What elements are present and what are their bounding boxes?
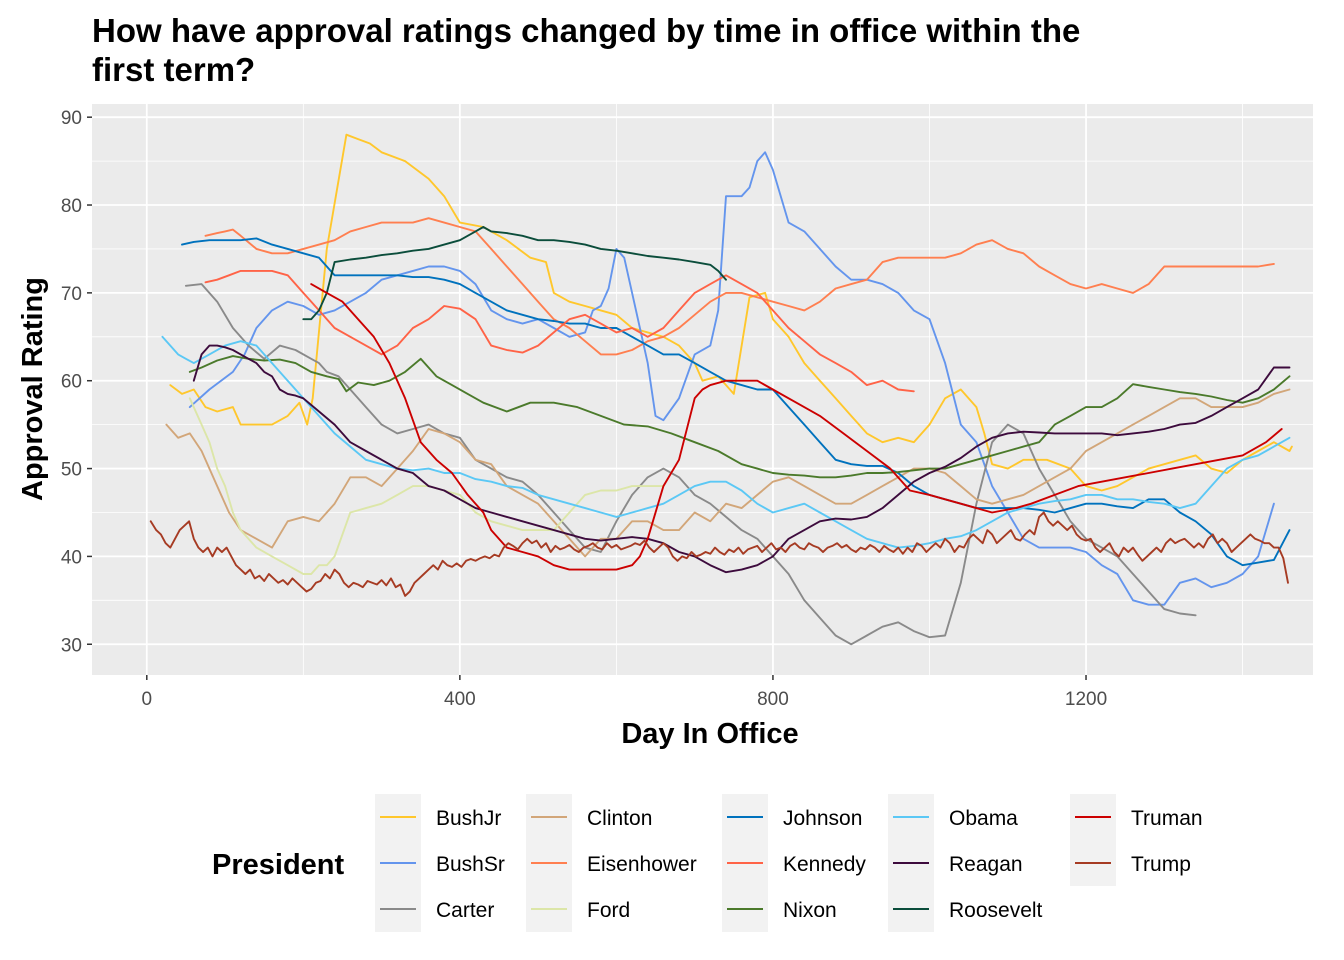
series-line-roosevelt	[302, 226, 727, 321]
y-tick-label: 40	[61, 547, 82, 568]
series-line-nixon	[188, 355, 1291, 479]
legend-label-eisenhower: Eisenhower	[587, 853, 697, 876]
legend-label-ford: Ford	[587, 899, 630, 922]
series-line-reagan	[192, 344, 1291, 574]
legend-title: President	[212, 849, 344, 881]
series-line-obama	[161, 335, 1291, 549]
legend-label-johnson: Johnson	[783, 807, 862, 830]
y-tick-label: 90	[61, 108, 82, 129]
y-axis: 30 40 50 60 70 80 90	[61, 108, 92, 656]
y-tick-label: 50	[61, 460, 82, 481]
legend-label-trump: Trump	[1131, 853, 1191, 876]
legend-label-roosevelt: Roosevelt	[949, 899, 1043, 922]
legend-label-nixon: Nixon	[783, 899, 837, 922]
y-tick-label: 70	[61, 284, 82, 305]
legend: President BushJr BushSr Carter Clinton Eisen…	[212, 794, 1203, 932]
series-line-kennedy	[204, 269, 915, 393]
x-axis-title: Day In Office	[621, 718, 798, 750]
x-tick-label: 1200	[1065, 689, 1107, 710]
x-tick-label: 800	[757, 689, 789, 710]
series-lines	[149, 133, 1293, 646]
grid-minor	[92, 104, 1313, 675]
grid-major	[92, 104, 1313, 675]
legend-label-kennedy: Kennedy	[783, 853, 866, 876]
y-tick-label: 60	[61, 372, 82, 393]
y-tick-label: 30	[61, 635, 82, 656]
legend-label-truman: Truman	[1131, 807, 1203, 830]
series-line-truman	[310, 283, 1283, 571]
legend-label-clinton: Clinton	[587, 807, 652, 830]
series-line-johnson	[181, 237, 1291, 567]
y-axis-title: Approval Rating	[17, 277, 49, 501]
legend-label-bushjr: BushJr	[436, 807, 501, 830]
x-tick-label: 400	[444, 689, 476, 710]
series-line-clinton	[165, 388, 1291, 558]
series-line-carter	[184, 283, 1197, 646]
x-tick-label: 0	[141, 689, 152, 710]
y-tick-label: 80	[61, 196, 82, 217]
legend-label-carter: Carter	[436, 899, 494, 922]
chart-title-line-1: How have approval ratings changed by tim…	[92, 12, 1080, 49]
series-line-bushjr	[169, 133, 1293, 492]
legend-label-bushsr: BushSr	[436, 853, 505, 876]
series-line-eisenhower	[204, 217, 1275, 356]
legend-label-obama: Obama	[949, 807, 1018, 830]
chart-title-line-2: first term?	[92, 51, 255, 88]
x-axis: 0 400 800 1200	[141, 675, 1107, 710]
series-line-trump	[149, 511, 1289, 597]
legend-label-reagan: Reagan	[949, 853, 1023, 876]
series-line-ford	[188, 397, 665, 575]
